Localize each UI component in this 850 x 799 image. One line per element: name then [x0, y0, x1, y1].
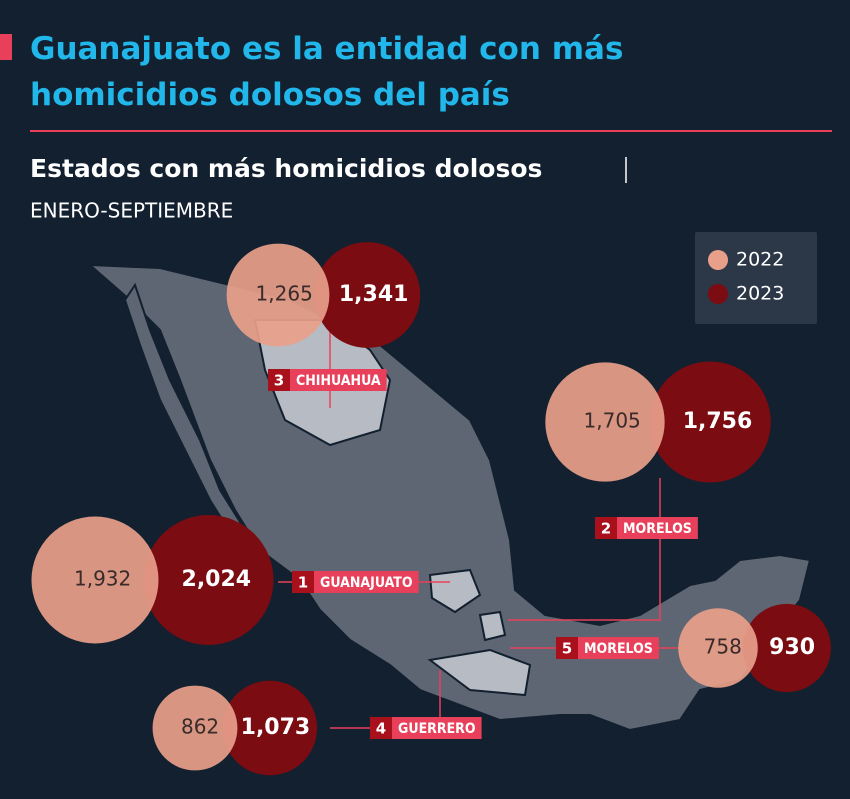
state-box [314, 571, 419, 593]
title-line: Guanajuato es la entidad con más [30, 31, 623, 67]
state-label: CHIHUAHUA [296, 373, 381, 389]
state-label: GUERRERO [398, 721, 476, 737]
legend-swatch [708, 250, 728, 270]
value-label: 1,341 [339, 282, 409, 307]
rank-label: 4 [376, 720, 386, 738]
rank-label: 3 [274, 372, 284, 390]
value-label: 758 [704, 635, 742, 659]
state-label: MORELOS [584, 641, 653, 657]
state-box [392, 717, 482, 739]
legend-swatch [708, 284, 728, 304]
bubble [152, 685, 238, 771]
subtitle: Estados con más homicidios dolosos [30, 154, 542, 183]
rank-box [595, 517, 617, 539]
bubble [742, 603, 831, 693]
legend-box [695, 232, 817, 324]
value-label: 862 [181, 715, 219, 739]
rank-box [268, 369, 290, 391]
bubble [143, 514, 274, 646]
state-box [578, 637, 659, 659]
state-box [617, 517, 698, 539]
rank-label: 5 [562, 640, 572, 658]
bubble [226, 243, 330, 347]
rank-box [370, 717, 392, 739]
rank-label: 2 [601, 520, 611, 538]
period: ENERO-SEPTIEMBRE [30, 199, 233, 223]
accent-bar [0, 34, 12, 60]
value-label: 1,932 [74, 567, 131, 591]
morelos [478, 610, 507, 642]
bubble [545, 362, 665, 482]
bubble [649, 361, 771, 483]
state-box [290, 369, 387, 391]
rank-box [556, 637, 578, 659]
state-label: GUANAJUATO [320, 575, 413, 591]
value-label: 1,756 [683, 409, 753, 434]
bubble [31, 516, 159, 644]
rank-label: 1 [298, 574, 308, 592]
bubble [222, 680, 318, 776]
value-label: 1,073 [241, 715, 311, 740]
title-line: homicidios dolosos del país [30, 77, 510, 113]
state-label: MORELOS [623, 521, 692, 537]
guanajuato [428, 568, 482, 614]
chart-title: Guanajuato es la entidad con más homicidi… [30, 31, 623, 113]
legend-label: 2022 [736, 249, 784, 271]
bubble [314, 242, 421, 348]
value-label: 2,024 [182, 567, 252, 592]
value-label: 1,265 [256, 282, 313, 306]
bubble [678, 608, 758, 688]
value-label: 930 [769, 635, 815, 660]
rank-box [292, 571, 314, 593]
value-label: 1,705 [584, 409, 641, 433]
guerrero [427, 648, 532, 697]
legend-label: 2023 [736, 283, 784, 305]
